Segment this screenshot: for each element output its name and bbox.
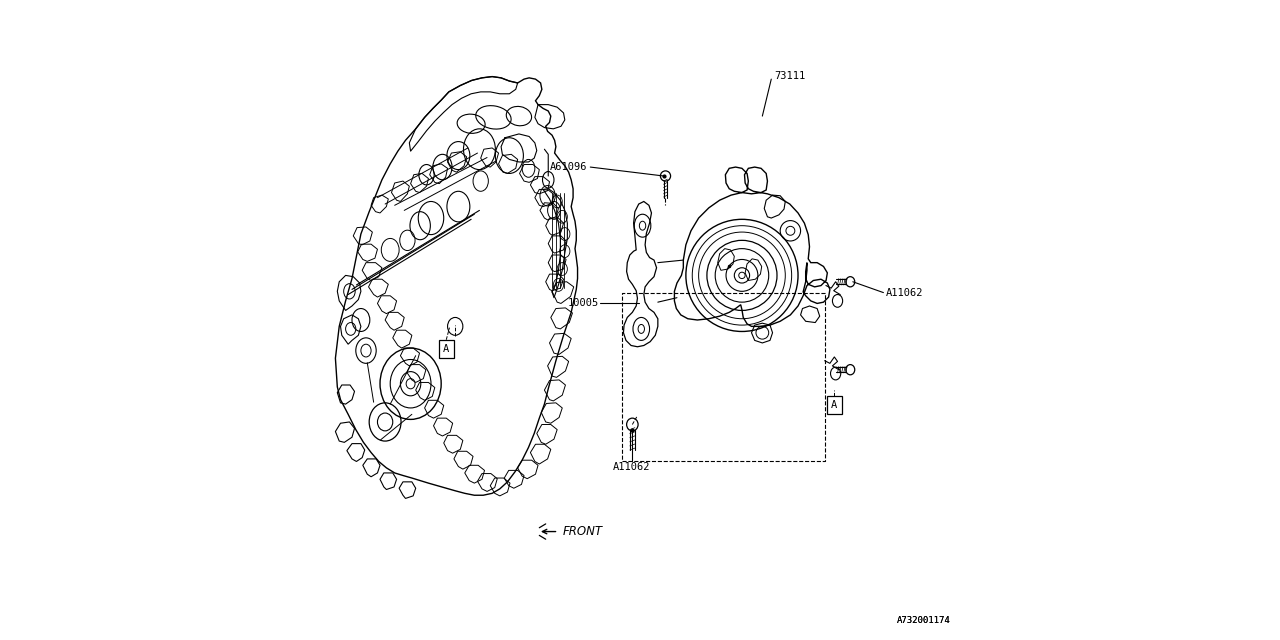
Text: A61096: A61096 [550, 162, 588, 172]
Text: A732001174: A732001174 [897, 616, 951, 625]
Text: A: A [831, 401, 837, 410]
Text: A732001174: A732001174 [897, 616, 951, 625]
Text: A: A [443, 344, 449, 354]
Bar [827, 396, 842, 414]
Text: FRONT: FRONT [562, 525, 603, 538]
Text: 10005: 10005 [567, 298, 599, 308]
Text: A11062: A11062 [886, 287, 923, 298]
Text: 73111: 73111 [774, 71, 805, 81]
Text: A11062: A11062 [613, 461, 650, 472]
Bar [439, 340, 454, 358]
